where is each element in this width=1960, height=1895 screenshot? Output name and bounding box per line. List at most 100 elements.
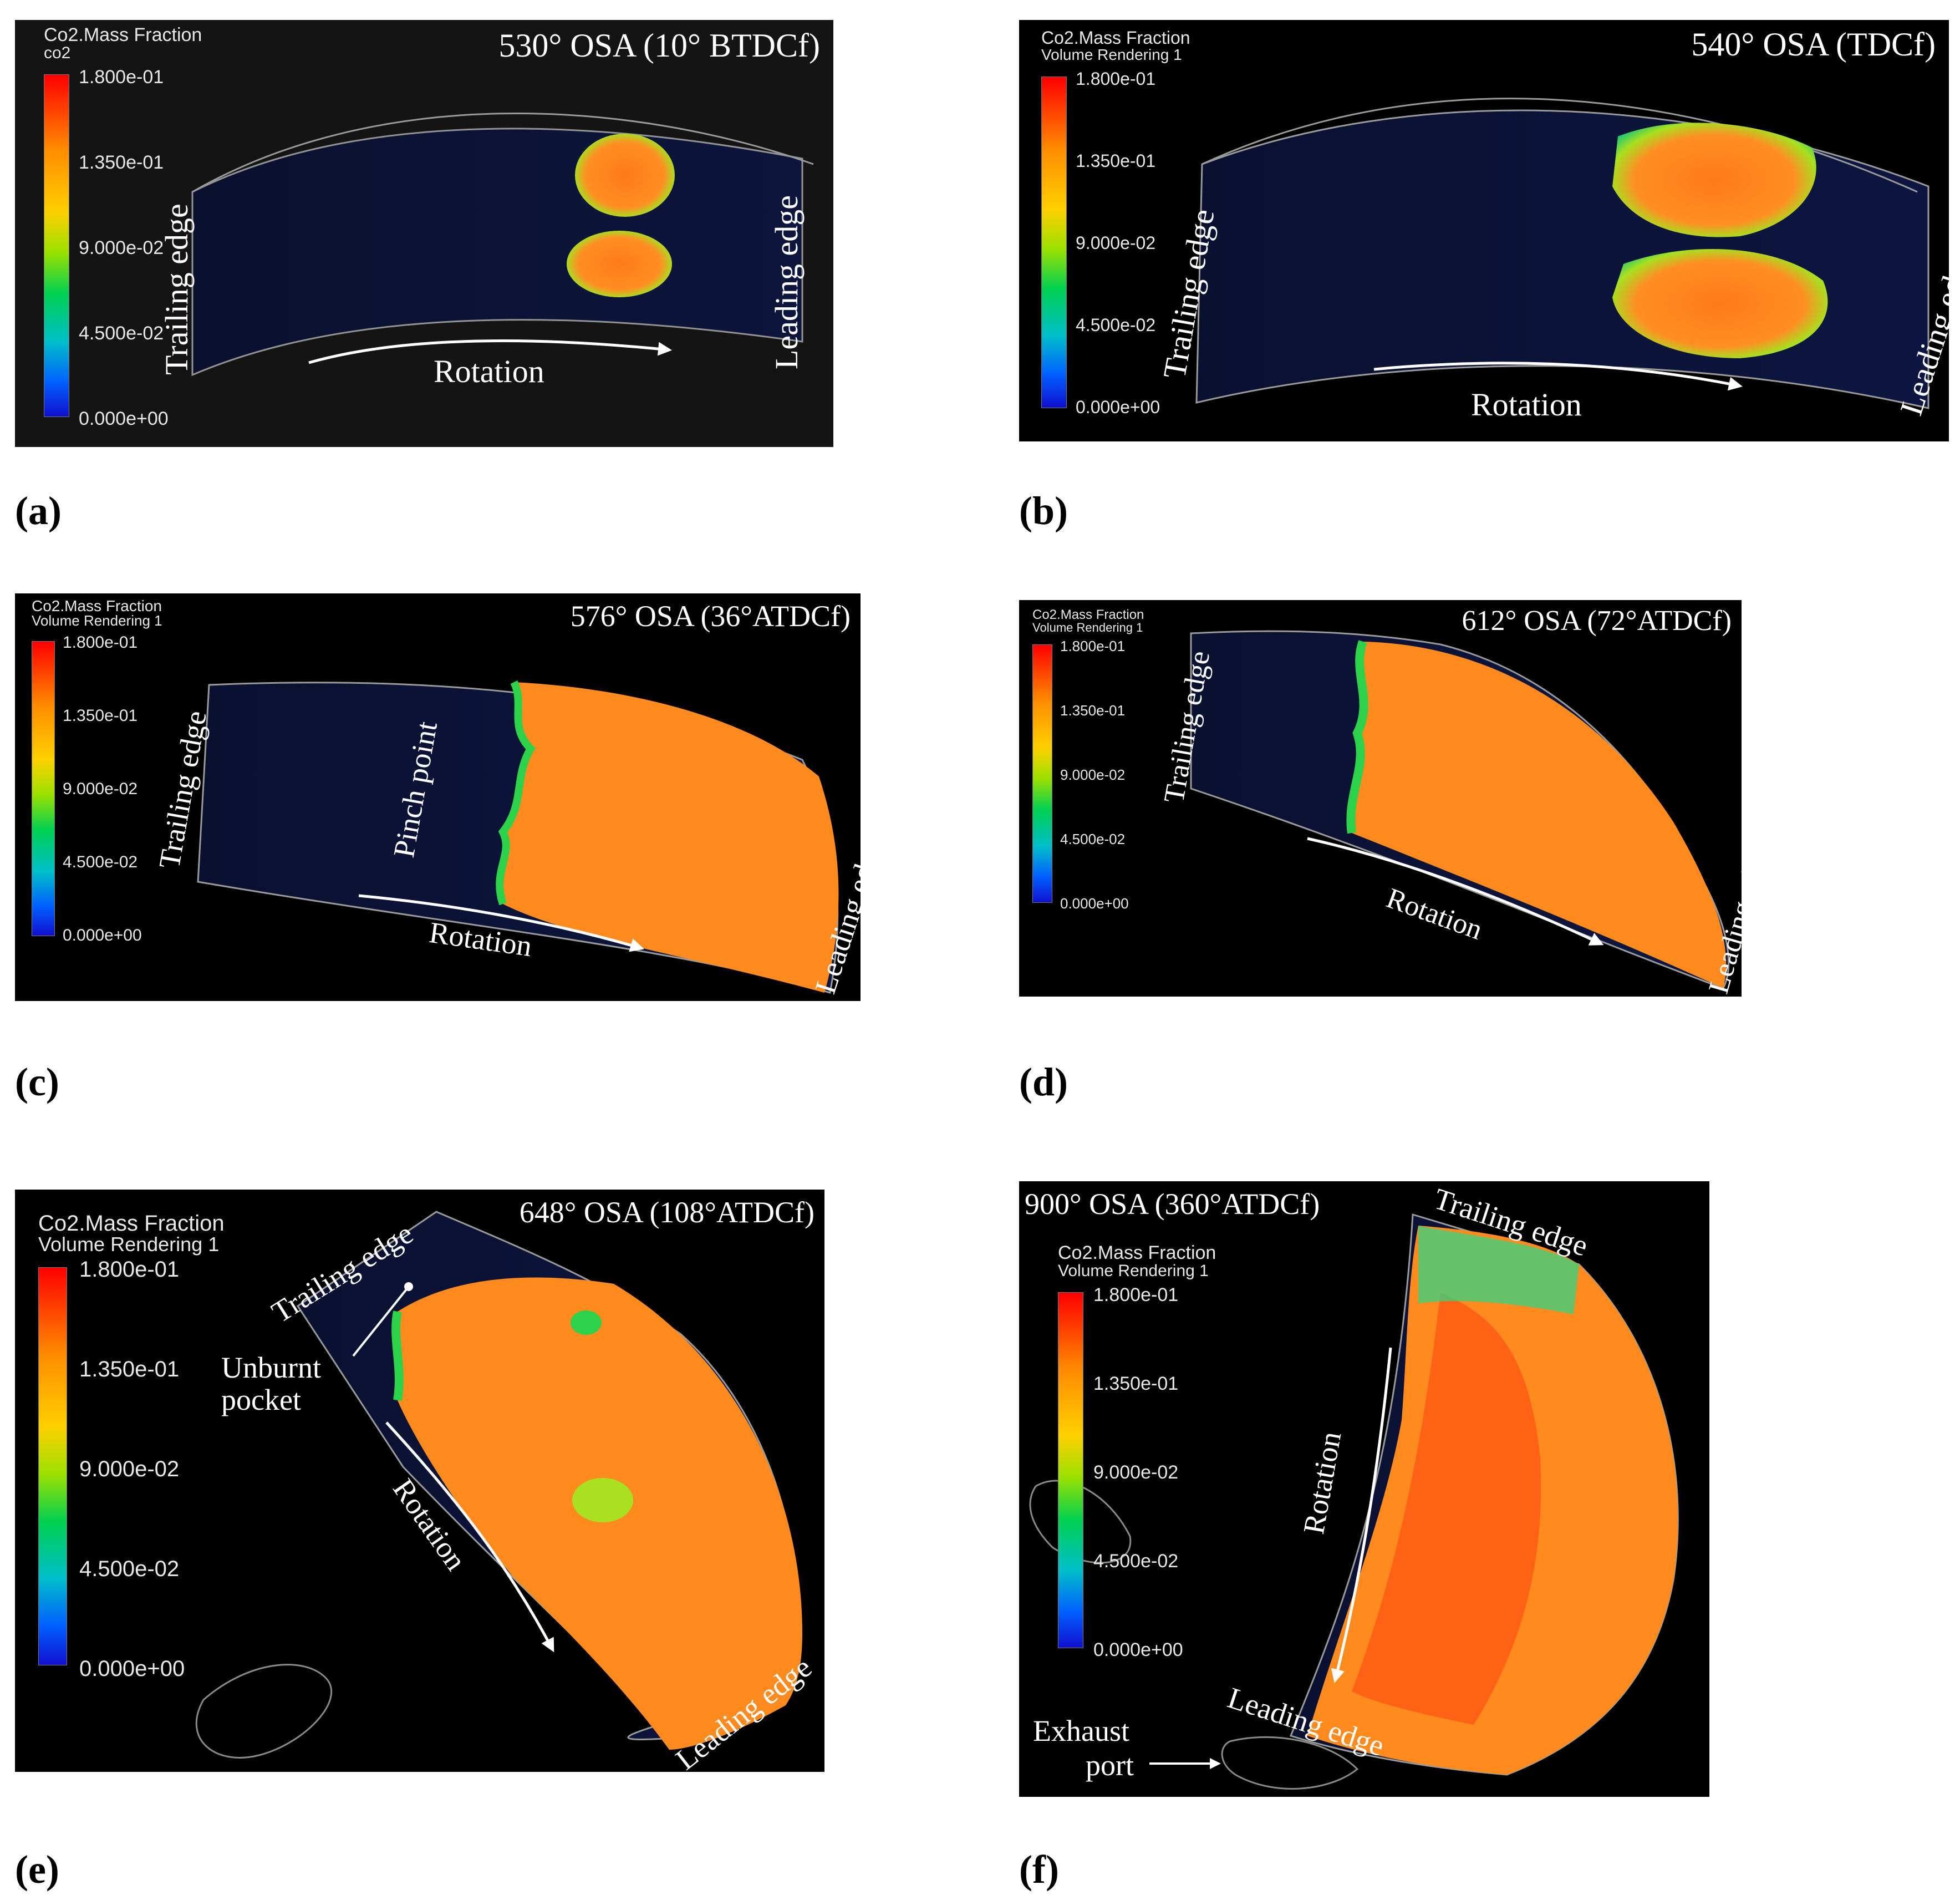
flame-front-top bbox=[1418, 1226, 1579, 1314]
legend-subtitle: Volume Rendering 1 bbox=[38, 1233, 220, 1256]
legend-tick-max: 1.800e-01 bbox=[1093, 1284, 1179, 1305]
panel-c-graphic bbox=[197, 680, 839, 994]
legend-tick-75: 1.350e-01 bbox=[1076, 151, 1156, 171]
legend-tick-max: 1.800e-01 bbox=[1060, 638, 1126, 654]
panel-a-graphic bbox=[191, 113, 814, 377]
legend-tick-50: 9.000e-02 bbox=[1060, 766, 1126, 783]
exhaust-port-outline bbox=[1221, 1736, 1359, 1790]
legend-tick-50: 9.000e-02 bbox=[79, 1457, 180, 1481]
legend-tick-75: 1.350e-01 bbox=[1093, 1373, 1179, 1394]
panel-d-graphic bbox=[1190, 630, 1730, 989]
legend-colorbar bbox=[1032, 644, 1052, 903]
exhaust-port-label-2: port bbox=[1086, 1749, 1134, 1782]
exhaust-port-outline bbox=[196, 1664, 333, 1759]
legend-subtitle: Volume Rendering 1 bbox=[1032, 621, 1143, 634]
legend-tick-min: 0.000e+00 bbox=[79, 1657, 185, 1681]
legend-tick-25: 4.500e-02 bbox=[1076, 315, 1156, 335]
legend-tick-50: 9.000e-02 bbox=[1076, 233, 1156, 253]
burnt-zone bbox=[500, 682, 839, 993]
panel-title: 900° OSA (360°ATDCf) bbox=[1025, 1187, 1320, 1221]
panel-title: 530° OSA (10° BTDCf) bbox=[498, 27, 820, 64]
panel-b-graphic bbox=[1195, 98, 1930, 409]
panel-a-tag: (a) bbox=[15, 489, 62, 533]
panel-a: Co2.Mass Fraction co2 1.800e-01 1.350e-0… bbox=[15, 20, 833, 447]
legend-tick-75: 1.350e-01 bbox=[79, 152, 164, 173]
panel-title: 540° OSA (TDCf) bbox=[1691, 26, 1936, 63]
rotation-arrow bbox=[1307, 837, 1604, 946]
legend-title: Co2.Mass Fraction bbox=[32, 597, 162, 614]
rotation-arrow bbox=[385, 1421, 554, 1653]
panel-e-tag: (e) bbox=[15, 1847, 59, 1892]
legend-tick-max: 1.800e-01 bbox=[79, 1257, 180, 1282]
rotation-label: Rotation bbox=[1471, 387, 1582, 423]
legend-tick-25: 4.500e-02 bbox=[79, 1557, 180, 1581]
flame-kernel-upper bbox=[575, 134, 675, 217]
flame-front bbox=[1346, 640, 1368, 834]
legend-tick-25: 4.500e-02 bbox=[63, 853, 138, 871]
legend-tick-max: 1.800e-01 bbox=[1076, 69, 1156, 89]
panel-d-tag: (d) bbox=[1019, 1060, 1068, 1104]
legend-tick-25: 4.500e-02 bbox=[1093, 1551, 1179, 1572]
pocket-leader-dot bbox=[404, 1282, 413, 1291]
legend-title: Co2.Mass Fraction bbox=[38, 1211, 225, 1236]
legend-tick-50: 9.000e-02 bbox=[63, 780, 138, 798]
panel-e-graphic bbox=[196, 1211, 802, 1759]
legend-tick-min: 0.000e+00 bbox=[1093, 1639, 1183, 1660]
panel-f-graphic bbox=[1029, 1213, 1679, 1790]
panel-d: Co2.Mass Fraction Volume Rendering 1 1.8… bbox=[1019, 600, 1742, 997]
legend-subtitle: co2 bbox=[44, 44, 71, 62]
legend-title: Co2.Mass Fraction bbox=[1041, 28, 1190, 48]
flame-front bbox=[391, 1310, 404, 1401]
legend-colorbar bbox=[44, 74, 69, 417]
unburnt-pocket-label-2: pocket bbox=[221, 1383, 301, 1416]
legend-tick-max: 1.800e-01 bbox=[63, 633, 138, 652]
rotation-arrow bbox=[358, 894, 644, 952]
panel-e: Co2.Mass Fraction Volume Rendering 1 1.8… bbox=[15, 1190, 824, 1772]
exhaust-port-label-1: Exhaust bbox=[1033, 1714, 1129, 1747]
panel-b-tag: (b) bbox=[1019, 489, 1068, 533]
legend-tick-max: 1.800e-01 bbox=[79, 67, 164, 88]
legend-tick-25: 4.500e-02 bbox=[1060, 831, 1126, 847]
legend-tick-50: 9.000e-02 bbox=[1093, 1462, 1179, 1483]
hot-core bbox=[1352, 1292, 1541, 1725]
panel-f: 900° OSA (360°ATDCf) Co2.Mass Fraction V… bbox=[1019, 1181, 1709, 1797]
legend-tick-min: 0.000e+00 bbox=[1060, 895, 1129, 912]
rotation-arrow bbox=[308, 339, 672, 364]
legend-colorbar bbox=[1058, 1292, 1083, 1648]
legend-colorbar bbox=[38, 1267, 67, 1665]
burnt-zone bbox=[1351, 642, 1727, 988]
legend-tick-min: 0.000e+00 bbox=[1076, 397, 1160, 417]
rotation-arrow bbox=[1331, 1347, 1392, 1683]
chamber-outline bbox=[191, 128, 803, 377]
trailing-edge-label: Trailing edge bbox=[159, 204, 195, 375]
panel-c-tag: (c) bbox=[15, 1060, 59, 1104]
legend-tick-50: 9.000e-02 bbox=[79, 237, 164, 258]
legend-subtitle: Volume Rendering 1 bbox=[1041, 46, 1182, 63]
legend-title: Co2.Mass Fraction bbox=[1032, 607, 1144, 622]
panel-f-tag: (f) bbox=[1019, 1847, 1059, 1892]
rotation-label: Rotation bbox=[434, 353, 544, 389]
unburnt-pocket-dot bbox=[571, 1310, 602, 1335]
panel-c: Co2.Mass Fraction Volume Rendering 1 1.8… bbox=[15, 593, 861, 1001]
leading-edge-label: Leading edge bbox=[768, 195, 805, 369]
legend-tick-min: 0.000e+00 bbox=[63, 926, 142, 944]
burnt-zone-upper bbox=[1612, 123, 1816, 237]
legend-title: Co2.Mass Fraction bbox=[1058, 1242, 1216, 1263]
legend-tick-75: 1.350e-01 bbox=[1060, 702, 1126, 719]
legend-title: Co2.Mass Fraction bbox=[44, 24, 202, 45]
legend-colorbar bbox=[32, 641, 55, 936]
panel-title: 612° OSA (72°ATDCf) bbox=[1462, 605, 1732, 637]
burnt-zone-lower bbox=[1612, 248, 1828, 358]
legend-tick-75: 1.350e-01 bbox=[79, 1357, 180, 1381]
legend-subtitle: Volume Rendering 1 bbox=[32, 612, 162, 629]
unburnt-pocket-label-1: Unburnt bbox=[221, 1351, 321, 1384]
legend-tick-25: 4.500e-02 bbox=[79, 323, 164, 344]
chamber-top-edge bbox=[192, 113, 814, 193]
panel-b: Co2.Mass Fraction Volume Rendering 1 1.8… bbox=[1019, 20, 1949, 441]
legend-subtitle: Volume Rendering 1 bbox=[1058, 1262, 1209, 1280]
panel-title: 648° OSA (108°ATDCf) bbox=[519, 1196, 814, 1229]
pocket-leader-line bbox=[352, 1286, 410, 1357]
flame-front bbox=[496, 680, 536, 906]
legend-colorbar bbox=[1041, 77, 1067, 408]
panel-title: 576° OSA (36°ATDCf) bbox=[570, 600, 851, 633]
